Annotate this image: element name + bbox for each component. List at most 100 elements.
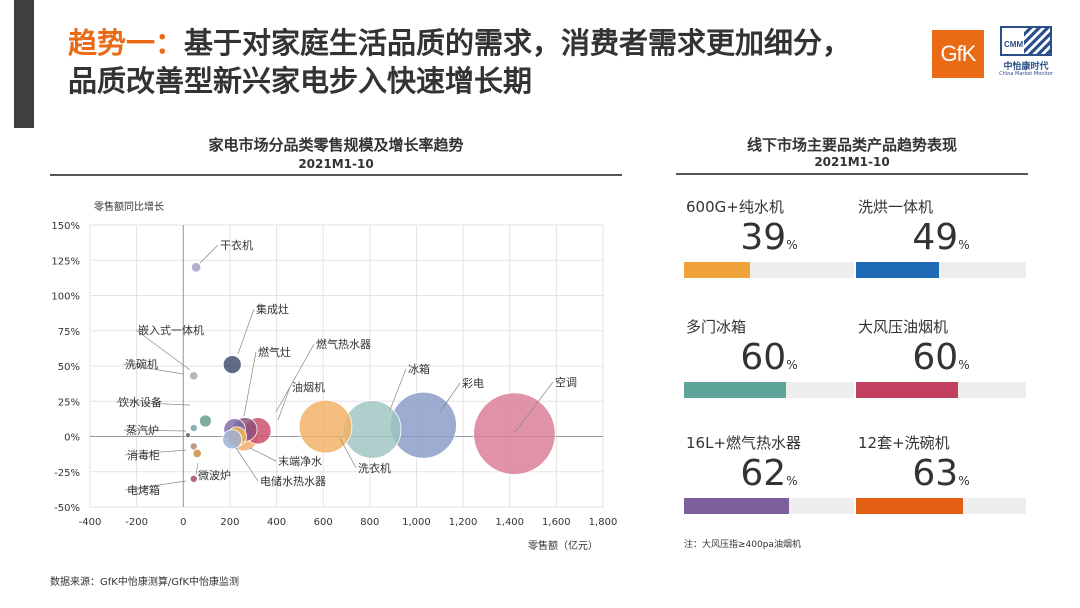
bubble-label-末端净水: 末端净水 [278, 454, 322, 468]
leader-燃气热水器 [275, 343, 315, 413]
right-panel-title: 线下市场主要品类产品趋势表现 [746, 136, 957, 154]
cmm-logo-cn: 中怡康时代 [1003, 62, 1049, 72]
gfk-logo: GfK [932, 30, 984, 78]
trend-cell-percent-sign: % [786, 358, 798, 372]
bubble-label-蒸汽炉: 蒸汽炉 [126, 423, 159, 437]
bubble-label-消毒柜: 消毒柜 [127, 448, 160, 462]
leader-嵌入式一体机 [135, 329, 191, 371]
x-tick-label: 1,200 [449, 517, 478, 528]
y-tick-label: -50% [54, 503, 80, 514]
trend-cell-number: 49 [912, 217, 959, 258]
leader-饮水设备 [115, 401, 191, 406]
bubble-label-嵌入式一体机: 嵌入式一体机 [138, 323, 204, 337]
trend-cell-value: 63% [856, 452, 1026, 503]
bubble-label-燃气热水器: 燃气热水器 [316, 337, 371, 351]
x-tick-label: 400 [267, 517, 286, 528]
x-tick-label: 1,400 [495, 517, 524, 528]
trend-progress-track [684, 262, 854, 278]
trend-cell-value: 60% [856, 336, 1026, 387]
cmm-logo: CMM 中怡康时代 China Market Monitor [996, 26, 1056, 80]
trend-progress-fill [684, 498, 790, 514]
trend-cell: 16L+燃气热水器 62% [684, 432, 854, 542]
bubble-label-洗衣机: 洗衣机 [358, 461, 391, 475]
bubble-label-干衣机: 干衣机 [220, 238, 253, 252]
y-tick-label: 75% [58, 327, 80, 338]
trend-cell-name: 洗烘一体机 [858, 198, 934, 216]
trend-cell-percent-sign: % [958, 474, 970, 488]
bubble-蒸汽炉 [189, 424, 198, 433]
bubble-label-饮水设备: 饮水设备 [118, 395, 162, 409]
bubble-消毒柜 [189, 442, 198, 451]
trend-cell-number: 60 [740, 337, 787, 378]
trend-cell: 多门冰箱 60% [684, 316, 854, 426]
x-tick-label: 800 [360, 517, 379, 528]
trend-cell-name: 16L+燃气热水器 [686, 434, 802, 452]
bubble-label-空调: 空调 [555, 375, 577, 389]
trend-cell-value: 39% [684, 216, 854, 267]
trend-cell-value: 49% [856, 216, 1026, 267]
bubble-label-燃气灶: 燃气灶 [258, 345, 291, 359]
right-panel-period: 2021M1-10 [814, 155, 890, 169]
bubble-微波炉 [192, 448, 202, 459]
trend-progress-fill [684, 382, 786, 398]
y-tick-label: 150% [51, 221, 80, 232]
bubble-label-微波炉: 微波炉 [198, 468, 231, 482]
y-tick-label: 50% [58, 362, 80, 373]
y-axis-title: 零售额同比增长 [94, 200, 164, 213]
trend-cell-name: 12套+洗碗机 [858, 434, 950, 452]
bubble-烤箱（小） [185, 432, 191, 438]
bubble-label-集成灶: 集成灶 [256, 302, 289, 316]
bubble-电烤箱 [189, 474, 198, 483]
trend-cell-value: 62% [684, 452, 854, 503]
trend-cell-name: 大风压油烟机 [858, 318, 949, 336]
trend-progress-track [684, 382, 854, 398]
left-divider [50, 174, 622, 176]
leader-集成灶 [237, 308, 255, 355]
trend-cell-percent-sign: % [958, 238, 970, 252]
x-tick-label: 1,600 [542, 517, 571, 528]
right-divider [676, 173, 1028, 175]
y-tick-label: 125% [51, 256, 80, 267]
bubble-label-油烟机: 油烟机 [292, 380, 325, 394]
leader-末端净水 [249, 447, 277, 462]
bubble-label-洗碗机: 洗碗机 [125, 357, 158, 371]
leader-彩电 [439, 382, 461, 413]
bubble-洗衣机 [298, 399, 353, 454]
data-source: 数据来源：GfK中怡康测算/GfK中怡康监测 [50, 577, 240, 588]
left-accent-bar [14, 0, 34, 128]
x-tick-label: -200 [125, 517, 148, 528]
leader-冰箱 [389, 368, 407, 411]
chart-period: 2021M1-10 [298, 157, 374, 171]
x-tick-label: 600 [314, 517, 333, 528]
bubble-label-冰箱: 冰箱 [408, 362, 430, 376]
bubble-干衣机 [190, 262, 202, 273]
bubble-label-电储水热水器: 电储水热水器 [260, 474, 326, 488]
leader-电储水热水器 [235, 447, 259, 482]
trend-cell: 洗烘一体机 49% [856, 196, 1026, 306]
trend-progress-track [856, 262, 1026, 278]
trend-cell-number: 63 [912, 453, 959, 494]
trend-progress-fill [856, 382, 958, 398]
trend-cell-name: 多门冰箱 [686, 318, 747, 336]
trend-cell: 12套+洗碗机 63% [856, 432, 1026, 542]
leader-洗碗机 [122, 363, 184, 375]
x-axis-title: 零售额（亿元） [528, 539, 598, 552]
trend-cell-number: 60 [912, 337, 959, 378]
x-tick-label: 1,800 [589, 517, 618, 528]
footnote: 注：大风压指≥400pa油烟机 [684, 540, 801, 550]
x-tick-label: 0 [180, 517, 186, 528]
trend-progress-fill [856, 262, 940, 278]
x-tick-label: 1,000 [402, 517, 431, 528]
bubble-饮水设备 [199, 414, 212, 428]
leader-洗衣机 [339, 437, 357, 469]
leader-电烤箱 [124, 480, 187, 491]
leader-燃气灶 [243, 351, 257, 417]
trend-cell-percent-sign: % [786, 238, 798, 252]
leader-空调 [514, 381, 554, 433]
x-tick-label: -400 [79, 517, 102, 528]
bubble-label-电烤箱: 电烤箱 [127, 483, 160, 497]
trend-progress-fill [684, 262, 751, 278]
leader-蒸汽炉 [123, 429, 187, 432]
trend-cell-number: 62 [740, 453, 787, 494]
trend-cell: 大风压油烟机 60% [856, 316, 1026, 426]
